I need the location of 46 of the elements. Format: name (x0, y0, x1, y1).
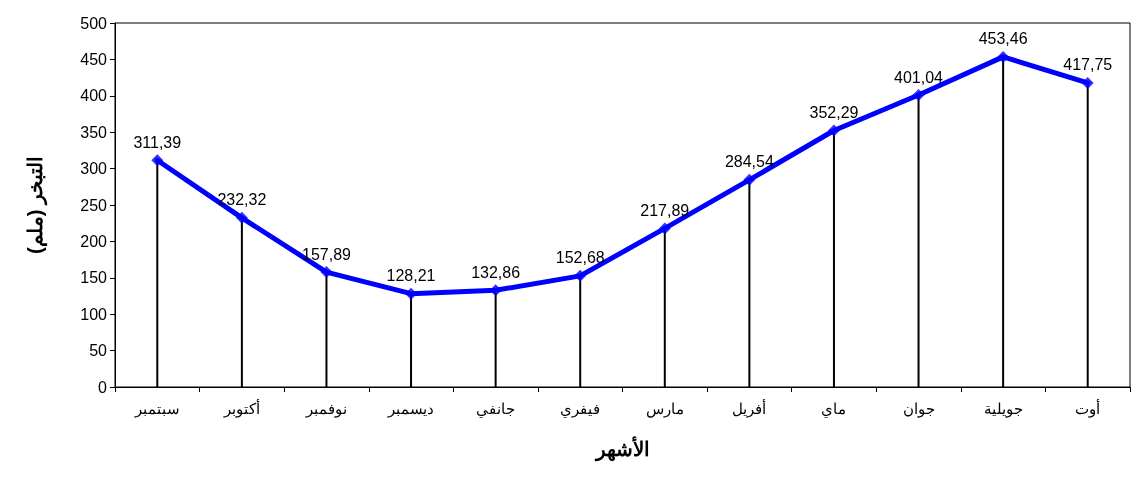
y-tick-label: 400 (80, 87, 108, 105)
y-tick-label: 450 (80, 50, 108, 68)
x-tick-label: ماي (821, 400, 847, 418)
data-label: 132,86 (471, 263, 521, 281)
data-label: 152,68 (555, 249, 605, 267)
x-tick-label: جانفي (476, 400, 516, 418)
point (151, 154, 164, 167)
point (574, 269, 587, 282)
y-tick-label: 300 (80, 160, 108, 178)
point (658, 222, 671, 235)
x-tick-label: فيفري (560, 400, 601, 418)
x-tick-label: جوان (902, 400, 935, 418)
x-tick-label: أفريل (732, 399, 767, 418)
point (1081, 76, 1094, 89)
data-label: 352,29 (809, 104, 859, 122)
data-label: 284,54 (724, 153, 774, 171)
y-tick-label: 0 (98, 378, 108, 396)
y-axis-title: التبخر (ملم) (24, 156, 48, 254)
y-tick-label: 150 (80, 269, 108, 287)
data-label: 311,39 (133, 133, 182, 151)
point (912, 89, 925, 102)
x-tick-label: مارس (645, 400, 684, 418)
data-label: 157,89 (301, 245, 352, 263)
data-label: 417,75 (1063, 56, 1113, 74)
data-label: 453,46 (978, 30, 1028, 48)
y-tick-label: 50 (89, 342, 108, 360)
y-tick-label: 100 (80, 305, 108, 323)
x-tick-label: أوت (1075, 399, 1101, 418)
y-tick-label: 500 (80, 14, 108, 32)
y-tick-label: 200 (80, 232, 108, 250)
x-tick-label: جويلية (983, 400, 1023, 418)
data-label: 128,21 (386, 267, 436, 285)
x-axis-title: الأشهر (593, 436, 650, 462)
y-tick-label: 350 (80, 123, 108, 141)
point (235, 211, 248, 224)
data-label: 217,89 (640, 201, 690, 219)
x-tick-label: نوفمبر (304, 400, 347, 418)
x-tick-label: ديسمبر (387, 400, 435, 418)
point (743, 173, 756, 186)
point (320, 266, 333, 279)
point (827, 124, 840, 137)
x-tick-label: سبتمبر (133, 400, 180, 418)
y-tick-label: 250 (80, 196, 108, 214)
data-label: 232,32 (217, 191, 267, 209)
x-tick-label: أكتوبر (222, 399, 260, 418)
data-label: 401,04 (894, 68, 944, 86)
